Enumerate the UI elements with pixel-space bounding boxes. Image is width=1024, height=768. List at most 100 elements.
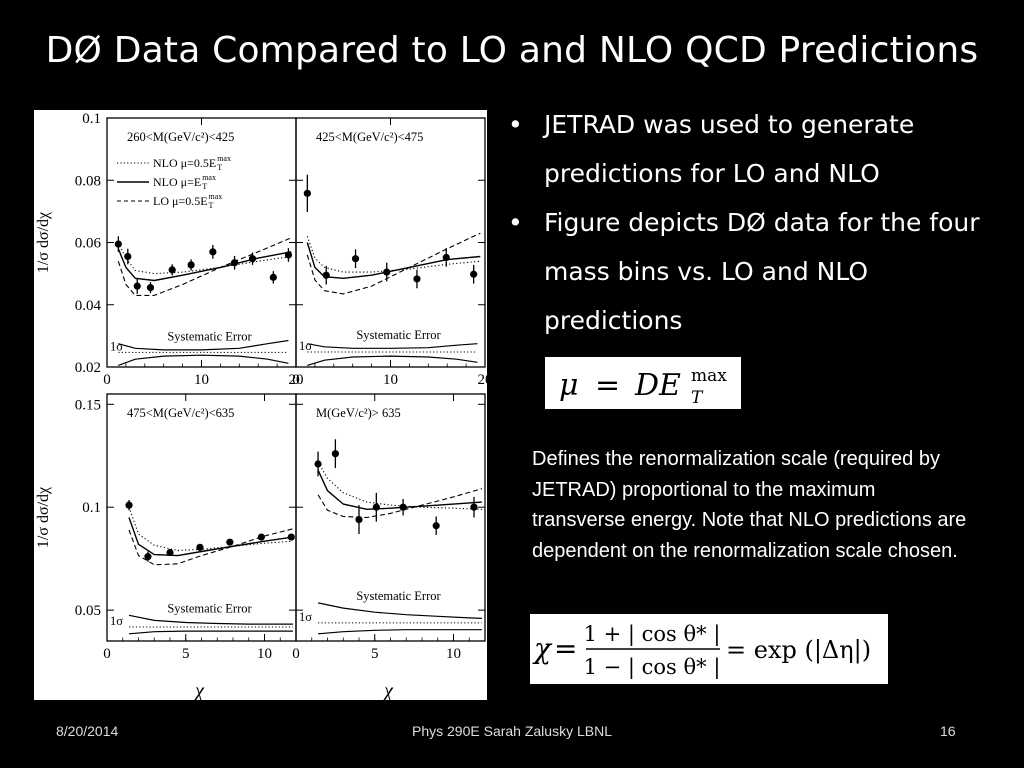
data-point: [372, 503, 380, 511]
data-point: [303, 189, 311, 197]
theory-curve-nlo-half: [317, 461, 482, 510]
y-tick-label: 0.08: [75, 173, 101, 189]
mass-bin-label: 475<M(GeV/c²)<635: [127, 406, 234, 420]
systematic-band-lower: [318, 629, 482, 635]
legend-subscript: T: [202, 182, 207, 191]
eq-chi-rhs: = exp (|Δη|): [726, 636, 871, 665]
systematic-band-lower: [118, 354, 289, 366]
y-tick-label: 0.1: [82, 111, 101, 127]
y-axis-label: 1/σ dσ/dχ: [35, 486, 52, 548]
data-point: [124, 252, 132, 261]
data-point: [144, 553, 152, 561]
data-point: [226, 538, 234, 546]
data-point: [146, 284, 155, 292]
data-point: [133, 282, 141, 290]
data-point: [322, 271, 330, 279]
data-point: [314, 460, 322, 468]
bullet-item: JETRAD was used to generate predictions …: [500, 100, 1000, 198]
footer-page-number: 16: [940, 723, 956, 739]
sigma-label: 1σ: [110, 339, 123, 353]
systematic-error-label: Systematic Error: [167, 329, 252, 343]
data-point: [355, 515, 363, 524]
x-axis-label: χ: [382, 680, 394, 700]
equation-mu-svg: μ = DE max T: [559, 366, 727, 408]
legend-superscript: max: [209, 192, 223, 201]
systematic-band-lower: [128, 630, 293, 635]
eq-mu-lhs: μ: [559, 368, 579, 403]
bullet-list: JETRAD was used to generate predictions …: [500, 100, 1000, 345]
data-point: [399, 503, 407, 511]
data-point: [351, 255, 360, 263]
theory-curve-lo-half: [117, 237, 292, 296]
figure-svg: 0 10 20 0.02 0.04 0.06 0.08 0.1 1/σ dσ/dχ 260<M(G…: [35, 111, 487, 700]
eq-mu-equals: =: [595, 368, 620, 403]
theory-curve-lo-half: [128, 528, 294, 566]
renormalization-description: Defines the renormalization scale (requi…: [532, 448, 967, 562]
theory-curve-lo-half: [306, 232, 481, 295]
data-point: [442, 253, 450, 262]
eq-chi-equals: =: [554, 632, 577, 665]
theory-curve-nlo-half: [117, 242, 292, 275]
y-tick-label: 0.1: [82, 500, 101, 516]
legend-entry: NLO μ=E: [153, 175, 201, 189]
data-point: [287, 533, 295, 541]
data-point: [269, 273, 277, 281]
theory-curve-nlo-full: [128, 517, 294, 557]
sigma-label: 1σ: [110, 614, 123, 628]
x-tick-label: 10: [383, 372, 398, 388]
x-axis-label: χ: [193, 680, 205, 700]
legend-entry: LO μ=0.5E: [153, 194, 208, 208]
data-point: [432, 522, 440, 530]
systematic-band-lower: [307, 355, 478, 366]
footer-date: 8/20/2014: [56, 723, 119, 739]
theory-curve-nlo-full: [317, 469, 482, 510]
eq-chi-denominator: 1 − | cos θ* |: [584, 655, 721, 680]
y-tick-label: 0.02: [75, 360, 101, 376]
systematic-band-upper: [307, 343, 478, 349]
data-point: [413, 275, 421, 283]
systematic-band-upper: [118, 339, 289, 351]
data-point: [230, 259, 239, 267]
y-tick-label: 0.06: [75, 236, 102, 252]
eq-mu-sup: max: [691, 366, 727, 386]
data-point: [196, 543, 204, 551]
dijet-angular-figure: 0 10 20 0.02 0.04 0.06 0.08 0.1 1/σ dσ/dχ 260<M(G…: [34, 110, 487, 700]
x-tick-label: 0: [103, 372, 111, 388]
x-tick-label: 20: [289, 372, 304, 388]
sigma-label: 1σ: [299, 610, 312, 624]
mass-bin-label: M(GeV/c²)> 635: [316, 406, 401, 420]
eq-mu-rhs: DE: [634, 368, 681, 403]
bullet-item: Figure depicts DØ data for the four mass…: [500, 198, 1000, 345]
y-axis-label: 1/σ dσ/dχ: [35, 211, 52, 273]
x-tick-label: 5: [182, 646, 190, 662]
data-point: [114, 240, 122, 248]
x-tick-label: 0: [292, 646, 300, 662]
data-point: [125, 501, 133, 509]
x-tick-label: 5: [371, 646, 379, 662]
data-point: [209, 248, 217, 256]
data-point: [187, 261, 195, 269]
data-point: [470, 270, 478, 278]
legend-superscript: max: [202, 173, 216, 182]
systematic-error-label: Systematic Error: [356, 328, 441, 342]
eq-chi-numerator: 1 + | cos θ* |: [584, 622, 721, 647]
y-tick-label: 0.04: [75, 298, 102, 314]
x-tick-label: 10: [446, 646, 461, 662]
data-point: [248, 255, 257, 263]
data-point: [284, 251, 293, 259]
data-point: [257, 533, 265, 541]
sigma-label: 1σ: [299, 339, 312, 353]
data-point: [331, 450, 339, 458]
data-point: [383, 268, 391, 276]
legend-superscript: max: [217, 154, 231, 163]
mass-bin-label: 425<M(GeV/c²)<475: [316, 130, 423, 144]
x-tick-label: 0: [292, 372, 300, 388]
y-tick-label: 0.05: [75, 603, 101, 619]
legend-entry: NLO μ=0.5E: [153, 156, 216, 170]
x-tick-label: 0: [103, 646, 111, 662]
data-point: [168, 266, 176, 274]
footer-author: Phys 290E Sarah Zalusky LBNL: [412, 723, 612, 739]
equation-chi-svg: χ = 1 + | cos θ* | 1 − | cos θ* | = exp …: [532, 622, 871, 680]
eq-mu-sub: T: [691, 388, 704, 408]
systematic-error-label: Systematic Error: [167, 601, 252, 615]
